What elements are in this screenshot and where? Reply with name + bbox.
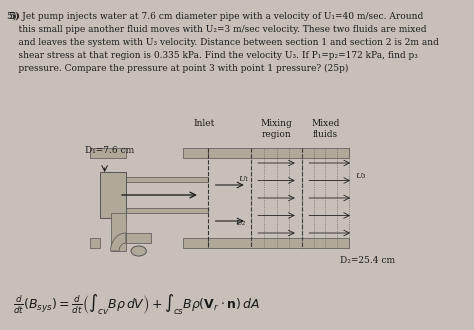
Text: U₃: U₃	[356, 172, 366, 180]
Text: fluids: fluids	[313, 130, 338, 139]
Text: 5)  Jet pump injects water at 7.6 cm diameter pipe with a velocity of U₁=40 m/se: 5) Jet pump injects water at 7.6 cm diam…	[7, 12, 423, 21]
Text: $\frac{d}{dt}(B_{sys}) = \frac{d}{dt}\left(\int_{cv} B\rho\, dV\right) + \int_{c: $\frac{d}{dt}(B_{sys}) = \frac{d}{dt}\le…	[13, 292, 260, 317]
Bar	[106, 208, 209, 213]
Bar	[106, 177, 209, 182]
Bar	[126, 233, 151, 243]
Bar	[183, 238, 209, 248]
Bar	[102, 177, 106, 213]
Text: and leaves the system with U₃ velocity. Distance between section 1 and section 2: and leaves the system with U₃ velocity. …	[7, 38, 438, 47]
Text: Mixed: Mixed	[311, 119, 339, 128]
Bar	[209, 148, 349, 158]
Text: this small pipe another fluid moves with U₂=3 m/sec velocity. These two fluids a: this small pipe another fluid moves with…	[7, 25, 426, 34]
Text: region: region	[262, 130, 292, 139]
Ellipse shape	[131, 246, 146, 256]
Text: pressure. Compare the pressure at point 3 with point 1 pressure? (25p): pressure. Compare the pressure at point …	[7, 64, 348, 73]
Text: D₂=25.4 cm: D₂=25.4 cm	[340, 256, 395, 265]
Text: Mixing: Mixing	[261, 119, 292, 128]
Text: Inlet: Inlet	[193, 119, 215, 128]
Bar	[90, 238, 100, 248]
Bar	[110, 213, 126, 251]
Bar	[183, 148, 209, 158]
Bar	[100, 172, 126, 218]
Text: shear stress at that region is 0.335 kPa. Find the velocity U₃. If P₁=p₂=172 kPa: shear stress at that region is 0.335 kPa…	[7, 51, 418, 60]
Text: U₁: U₁	[238, 175, 248, 183]
Text: D₁=7.6 cm: D₁=7.6 cm	[85, 146, 134, 155]
Text: 5): 5)	[9, 12, 20, 21]
Bar	[209, 238, 349, 248]
Bar	[90, 148, 126, 158]
Polygon shape	[110, 233, 126, 251]
Text: U₂: U₂	[236, 219, 246, 227]
